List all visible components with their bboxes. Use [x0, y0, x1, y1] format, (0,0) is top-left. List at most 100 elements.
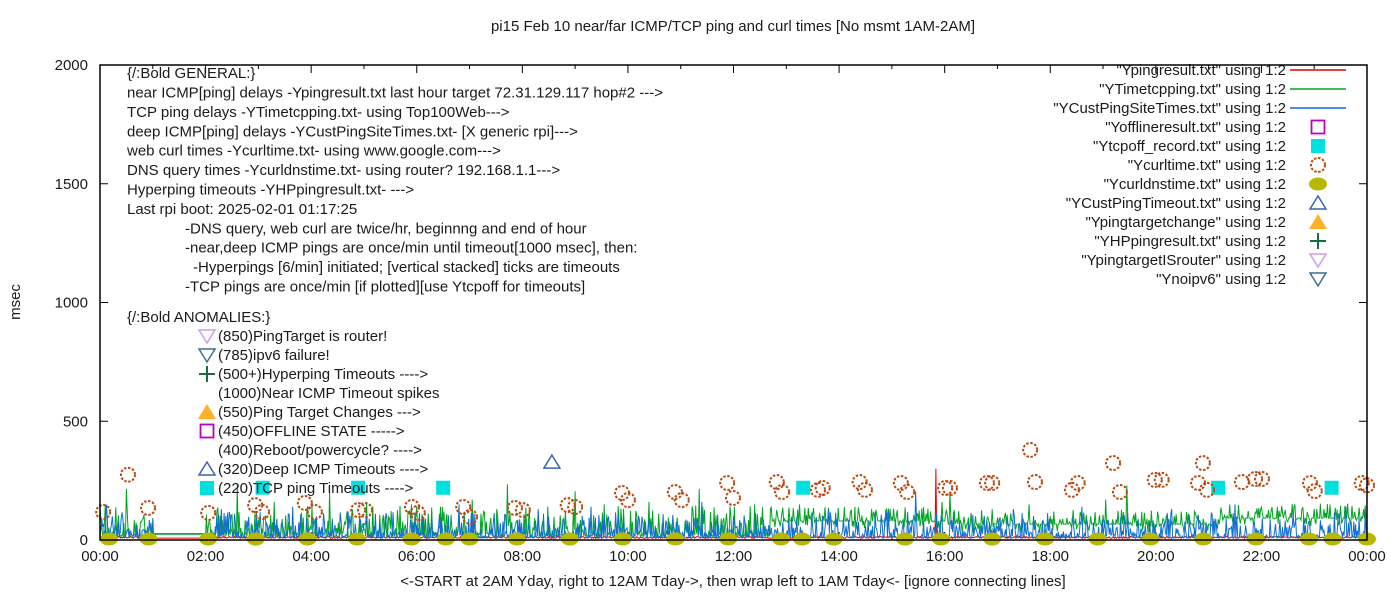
Ycurldnstime.txt-point	[1299, 532, 1318, 546]
Ycurltime.txt-point	[774, 484, 791, 501]
axis-ticks: 00:00 02:00 04:00 06:00 08:00 10:00 12:00 14:00…	[55, 57, 1386, 565]
y-tick-label: 2000	[55, 57, 88, 74]
Ycurltime.txt-point	[1199, 481, 1216, 498]
y-tick-label: 1500	[55, 176, 88, 193]
anomaly-item: (320)Deep ICMP Timeouts ---->	[218, 461, 428, 478]
Ycurltime.txt-point	[357, 502, 374, 519]
Ycurltime.txt-point	[409, 504, 426, 521]
Ycurltime.txt-point	[514, 502, 531, 519]
Ycurltime.txt-point	[1153, 471, 1170, 488]
Ycurltime.txt-point	[296, 494, 313, 511]
general-line: DNS query times -Ycurldnstime.txt- using…	[127, 162, 560, 179]
Ycurltime.txt-point	[140, 499, 157, 516]
Ycurltime.txt-point	[1022, 441, 1039, 458]
Ycurltime.txt-point	[1105, 455, 1122, 472]
y-tick-label: 1000	[55, 295, 88, 312]
legend-marker-open-down-triangle	[1308, 253, 1328, 269]
YCustPingTimeout.txt-point	[542, 453, 562, 469]
x-tick-label: 08:00	[504, 548, 542, 565]
legend-entry-label: "YHPpingresult.txt" using 1:2	[1094, 233, 1286, 250]
Ycurltime.txt-point	[1359, 477, 1375, 494]
Ycurltime.txt-point	[809, 481, 826, 498]
general-header: {/:Bold GENERAL:}	[127, 65, 255, 82]
x-tick-label: 18:00	[1031, 548, 1069, 565]
legend-entry-label: "Ypingresult.txt" using 1:2	[1116, 62, 1286, 79]
legend-marker-plus	[1310, 233, 1326, 249]
legend-marker-open-circle	[1310, 157, 1326, 173]
Ycurltime.txt-point	[1111, 484, 1128, 501]
open-down-triangle-icon	[197, 329, 217, 345]
Ycurldnstime.txt-point	[246, 532, 265, 546]
Ycurldnstime.txt-point	[772, 532, 791, 546]
Ycurltime.txt-point	[306, 503, 323, 520]
x-tick-label: 06:00	[398, 548, 436, 565]
Ytcpoff_record.txt-point	[796, 480, 811, 495]
y-tick-label: 0	[80, 532, 88, 549]
legend-entry-label: "YCustPingSiteTimes.txt" using 1:2	[1053, 100, 1286, 117]
Ytcpoff_record.txt-point	[436, 480, 451, 495]
Ycurldnstime.txt-point	[1194, 532, 1213, 546]
Ycurldnstime.txt-point	[1035, 532, 1054, 546]
x-tick-label: 00:00	[1348, 548, 1386, 565]
legend-entry-label: "Ytcpoff_record.txt" using 1:2	[1093, 138, 1286, 155]
open-square-icon	[199, 423, 215, 439]
Ycurldnstime.txt-point	[793, 532, 812, 546]
general-line: near ICMP[ping] delays -Ypingresult.txt …	[127, 85, 663, 102]
legend-entry-label: "Ynoipv6" using 1:2	[1156, 271, 1286, 288]
Ycurltime.txt-point	[1253, 470, 1270, 487]
Ycurltime.txt-point	[1026, 474, 1043, 491]
Ycurldnstime.txt-point	[460, 532, 479, 546]
general-line: TCP ping delays -YTimetcpping.txt- using…	[127, 104, 510, 121]
Ycurltime.txt-point	[119, 466, 136, 483]
legend-entry-label: "YCustPingTimeout.txt" using 1:2	[1066, 195, 1286, 212]
Ycurltime.txt-point	[673, 492, 690, 509]
Ycurltime.txt-point	[247, 497, 264, 514]
anomaly-item: (550)Ping Target Changes --->	[218, 404, 421, 421]
anomaly-item: (220)TCP ping Timeouts ---->	[218, 480, 413, 497]
filled-square-icon	[200, 481, 214, 495]
x-tick-label: 20:00	[1137, 548, 1175, 565]
legend-marker-filled-square	[1311, 139, 1325, 153]
Ytcpoff_record.txt-point	[351, 480, 366, 495]
general-line: Last rpi boot: 2025-02-01 01:17:25	[127, 201, 357, 218]
filled-triangle-icon	[198, 404, 216, 419]
Ycurltime.txt-point	[768, 474, 785, 491]
anomaly-item: (500+)Hyperping Timeouts ---->	[218, 366, 428, 383]
legend-marker-filled-dot	[1309, 177, 1327, 191]
Ycurldnstime.txt-point	[983, 532, 1002, 546]
Ycurltime.txt-point	[937, 479, 954, 496]
Ycurltime.txt-point	[1233, 474, 1250, 491]
Ycurldnstime.txt-point	[348, 532, 367, 546]
legend-entry-label: "YpingtargetISrouter" using 1:2	[1081, 252, 1286, 269]
anomaly-item: (785)ipv6 failure!	[218, 347, 330, 364]
x-tick-label: 00:00	[81, 548, 119, 565]
legend-marker-open-square	[1310, 119, 1326, 135]
series-ytcpoff-record-txt	[255, 480, 1339, 495]
Ycurltime.txt-point	[1069, 475, 1086, 491]
Ycurldnstime.txt-point	[298, 532, 317, 546]
Ycurldnstime.txt-point	[1247, 532, 1266, 546]
Ycurltime.txt-point	[567, 498, 584, 515]
legend-entry-label: "Ypingtargetchange" using 1:2	[1085, 214, 1286, 231]
Ycurltime.txt-point	[851, 474, 868, 491]
Ycurldnstime.txt-point	[199, 532, 218, 546]
Ycurltime.txt-point	[941, 479, 958, 496]
series-ycurldnstime-txt	[99, 532, 1376, 546]
Ycurltime.txt-point	[666, 484, 683, 501]
Ycurltime.txt-point	[1247, 470, 1264, 487]
Ycurltime.txt-point	[892, 475, 909, 491]
data-series	[95, 441, 1376, 546]
Ycurltime.txt-point	[1301, 475, 1318, 491]
anomaly-item: (1000)Near ICMP Timeout spikes	[218, 385, 439, 402]
general-line: -near,deep ICMP pings are once/min until…	[185, 240, 637, 257]
plot-border	[99, 64, 1368, 541]
open-triangle-icon	[197, 460, 217, 476]
series-ycustpingtimeout-txt	[542, 453, 562, 469]
anomalies-header: {/:Bold ANOMALIES:}	[127, 309, 270, 326]
Ycurltime.txt-point	[899, 484, 916, 501]
general-line: -TCP pings are once/min [if plotted][use…	[185, 279, 585, 296]
Ytcpoff_record.txt-point	[255, 480, 270, 495]
Ycurldnstime.txt-point	[139, 532, 158, 546]
Ycurltime.txt-point	[200, 504, 217, 521]
